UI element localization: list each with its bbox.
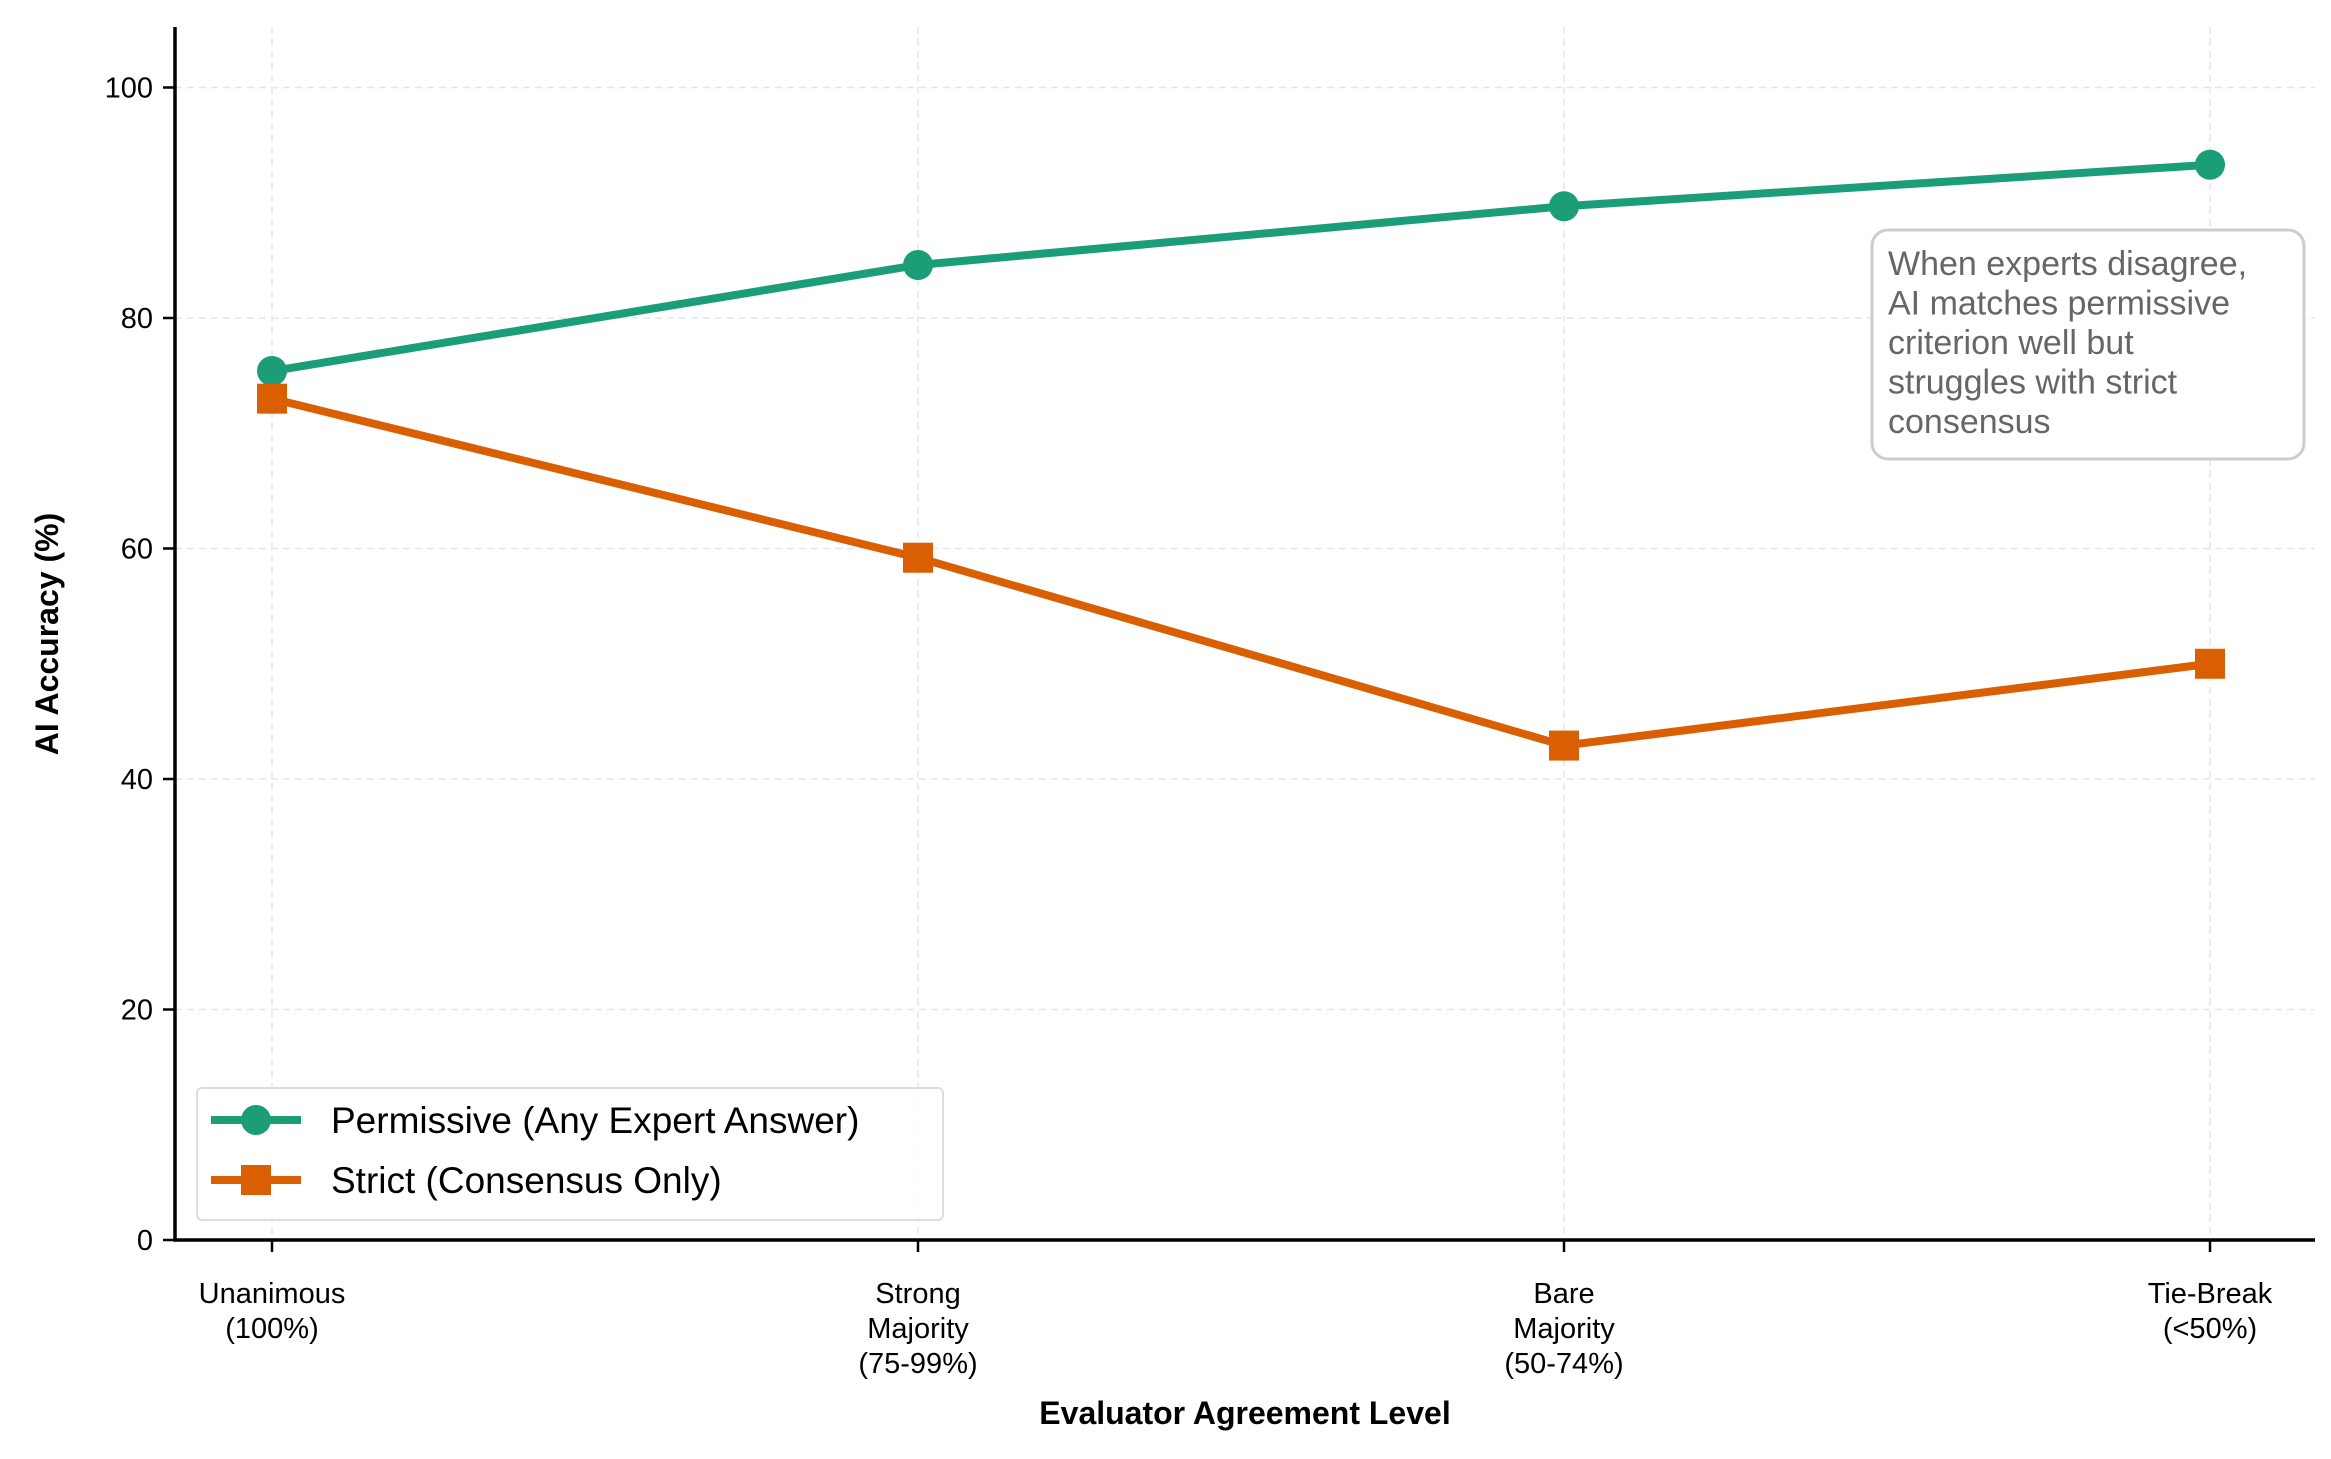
data-point xyxy=(257,383,287,414)
data-point xyxy=(2195,149,2225,180)
x-tick-label-line: (50-74%) xyxy=(1504,1348,1623,1380)
data-point xyxy=(1549,191,1579,222)
y-tick-label: 60 xyxy=(121,534,153,566)
x-tick-label-line: Bare xyxy=(1533,1278,1594,1310)
data-point xyxy=(1549,730,1579,761)
x-tick-label-line: (75-99%) xyxy=(858,1348,977,1380)
data-point xyxy=(257,356,287,387)
x-axis-title: Evaluator Agreement Level xyxy=(1039,1395,1450,1431)
x-tick-label-line: Strong xyxy=(875,1278,960,1310)
legend-frame xyxy=(196,1087,944,1221)
y-tick-label: 40 xyxy=(121,764,153,796)
data-point xyxy=(903,249,933,280)
data-point xyxy=(903,542,933,573)
annotation-line: When experts disagree, xyxy=(1888,245,2247,283)
annotation-frame xyxy=(1870,228,2306,461)
legend-label: Strict (Consensus Only) xyxy=(331,1160,722,1201)
series-line xyxy=(268,160,2214,376)
x-tick-label-line: (100%) xyxy=(225,1313,319,1345)
x-tick-label: Bare Majority (50-74%) xyxy=(1504,1278,1623,1380)
legend-marker xyxy=(241,1165,271,1195)
annotation-line: struggles with strict xyxy=(1888,364,2178,402)
x-tick-label-line: (<50%) xyxy=(2163,1313,2257,1345)
x-tick-label-line: Unanimous xyxy=(199,1278,346,1310)
x-tick-label: Unanimous (100%) xyxy=(199,1278,346,1345)
axes xyxy=(173,27,2315,1242)
x-tick-label: Strong Majority (75-99%) xyxy=(858,1278,977,1380)
annotation-box: When experts disagree,AI matches permiss… xyxy=(1870,228,2306,461)
y-tick-label: 0 xyxy=(137,1225,153,1257)
gridlines xyxy=(175,27,2315,1240)
series-line xyxy=(268,394,2214,750)
annotation-line: criterion well but xyxy=(1888,324,2134,362)
legend-label: Permissive (Any Expert Answer) xyxy=(331,1100,859,1141)
y-tick-label: 80 xyxy=(121,303,153,335)
x-tick-label-line: Majority xyxy=(1513,1313,1615,1345)
series-layer xyxy=(257,149,2225,761)
annotation-line: AI matches permissive xyxy=(1888,285,2230,323)
annotation-text: When experts disagree,AI matches permiss… xyxy=(1888,245,2247,441)
y-axis-title: AI Accuracy (%) xyxy=(29,513,65,755)
y-tick-label: 100 xyxy=(105,73,153,105)
legend: Permissive (Any Expert Answer) Strict (Co… xyxy=(196,1087,944,1221)
annotation-line: consensus xyxy=(1888,403,2051,441)
y-tick-label: 20 xyxy=(121,995,153,1027)
data-point xyxy=(2195,648,2225,679)
x-tick-label-line: Tie-Break xyxy=(2148,1278,2273,1310)
x-tick-label-line: Majority xyxy=(867,1313,969,1345)
x-tick-label: Tie-Break (<50%) xyxy=(2148,1278,2273,1345)
legend-marker xyxy=(241,1105,271,1135)
